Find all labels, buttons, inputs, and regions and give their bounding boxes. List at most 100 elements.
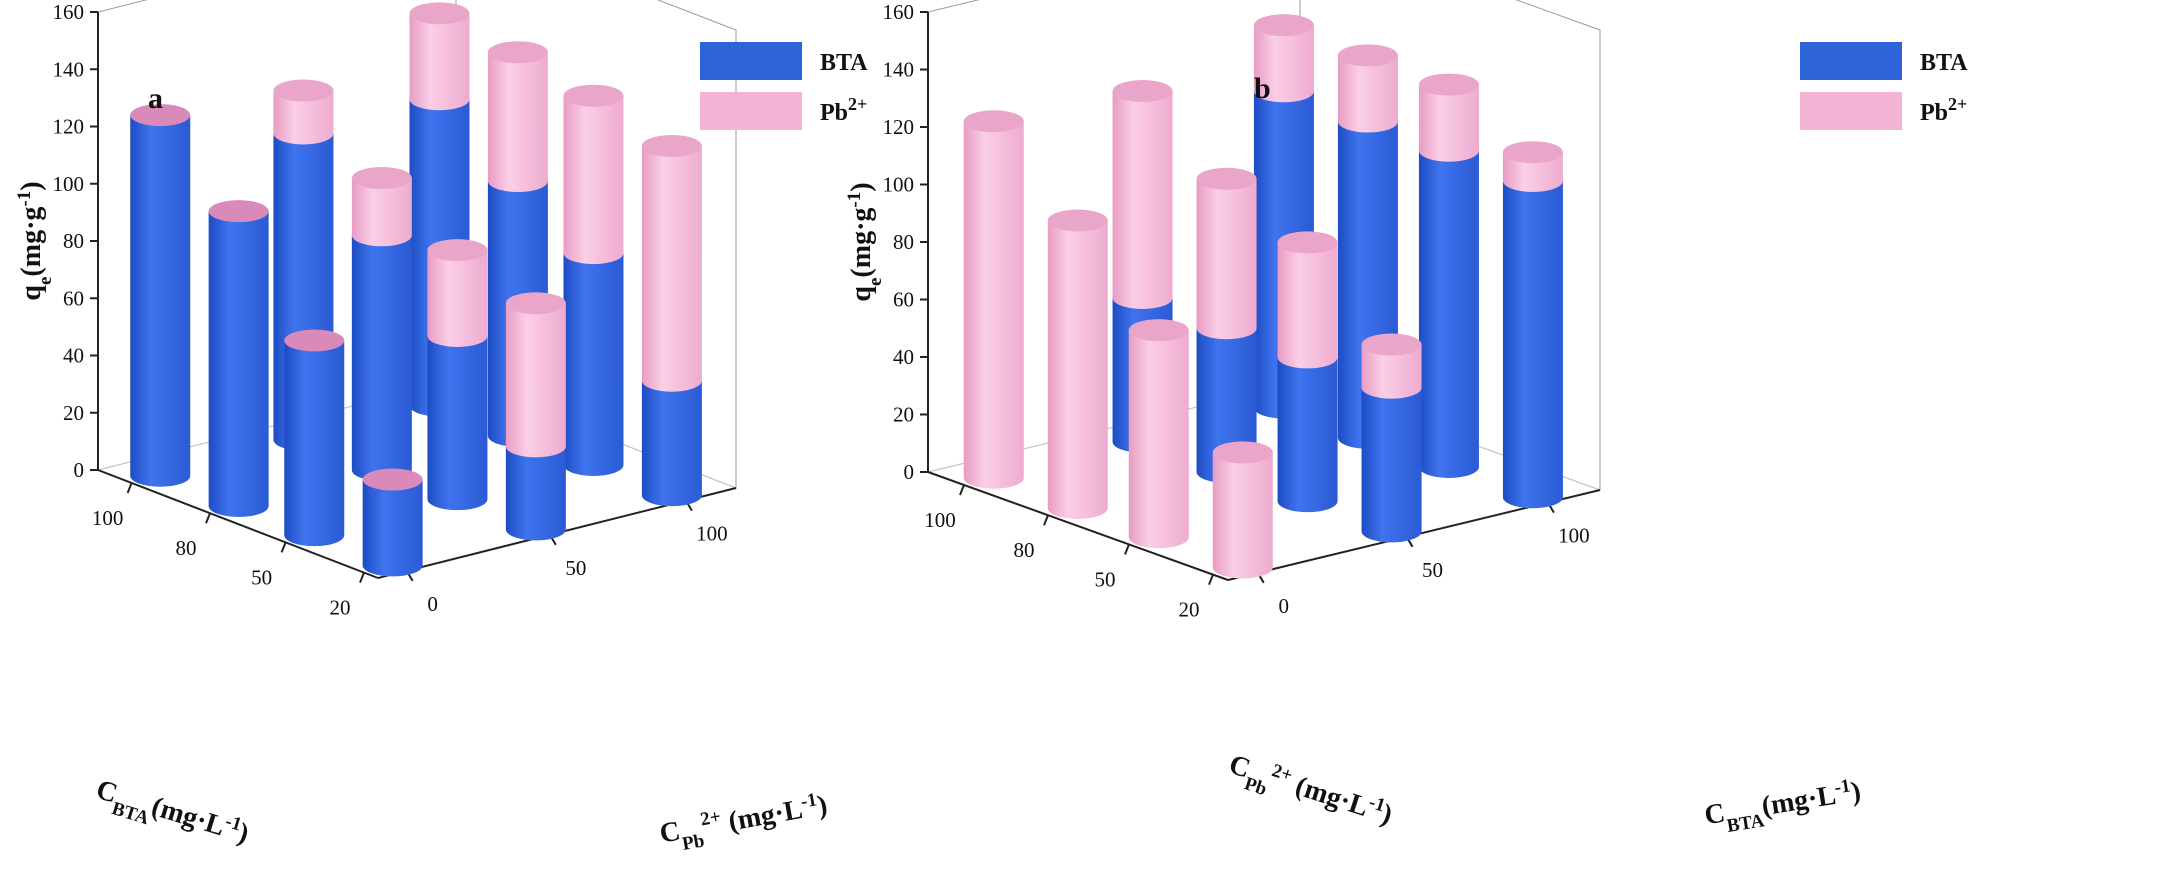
bar-bta-body [427, 335, 488, 511]
legend-label: Pb2+ [1920, 94, 1967, 126]
z-tick-label: 20 [63, 401, 84, 425]
left-tick-label: 80 [176, 536, 197, 560]
bar-bta-top [362, 468, 423, 491]
left-axis-line [97, 469, 379, 579]
left-tick-label: 50 [251, 565, 272, 589]
left-tick-label: 100 [92, 506, 124, 530]
bar-stack [963, 110, 1024, 489]
bar-bta-top [130, 104, 191, 127]
bar-pb-body [563, 95, 624, 265]
bar-stack [1502, 141, 1563, 509]
bar-bta-body [1361, 387, 1422, 543]
z-tick-label: 80 [63, 229, 84, 253]
bar-pb-top [1418, 73, 1479, 96]
z-tick-label: 0 [904, 460, 915, 484]
bar-stack [1128, 319, 1189, 549]
bar-stack [1047, 209, 1108, 519]
bar-pb-top [1128, 319, 1189, 342]
legend-label: BTA [1920, 50, 1968, 76]
z-tick-label: 120 [53, 115, 85, 139]
bar-pb-top [1196, 167, 1257, 190]
bar-bta-top [284, 329, 345, 352]
bar-stack [505, 292, 566, 541]
left-tick-mark [359, 572, 365, 583]
bar-pb-top [1337, 44, 1398, 67]
right-tick-label: 100 [1558, 524, 1590, 548]
bar-bta-body [1418, 150, 1479, 478]
bar-pb-top [351, 167, 412, 190]
legend: BTA Pb2+ [700, 42, 868, 130]
left-axis-line [927, 471, 1229, 581]
bar-pb-body [1253, 25, 1314, 103]
left-tick-label: 80 [1014, 538, 1035, 562]
bar-pb-body [1418, 84, 1479, 162]
left-tick-mark [126, 482, 133, 494]
left-tick-mark [280, 541, 287, 553]
bar-stack [351, 167, 412, 482]
bar-pb-body [1112, 91, 1173, 310]
right-tick-label: 50 [565, 556, 586, 580]
bar-bta-body [362, 479, 423, 577]
bar-stack [362, 468, 423, 577]
bar-pb-body [963, 121, 1024, 489]
z-tick-label: 40 [63, 344, 84, 368]
legend: BTA Pb2+ [1800, 42, 1968, 130]
bar-pb-top [1502, 141, 1563, 164]
bar-pb-body [273, 90, 334, 145]
bar-pb-body [1047, 220, 1108, 519]
bar-pb-body [487, 52, 548, 193]
left-tick-mark [205, 512, 211, 524]
legend-label: BTA [820, 50, 868, 76]
bar-pb-top [963, 110, 1024, 133]
z-tick-label: 80 [893, 230, 914, 254]
bar-pb-top [487, 41, 548, 64]
bar-pb-top [1277, 231, 1338, 254]
bar-pb-body [1361, 344, 1422, 399]
z-tick-label: 160 [53, 0, 85, 24]
bar-pb-body [1337, 55, 1398, 133]
bar-pb-body [409, 13, 470, 111]
bar-bta-top [208, 200, 269, 223]
bar-bta-body [641, 380, 702, 507]
z-axis-label: qe(mg·g-1) [14, 181, 56, 300]
bar-stack [427, 239, 488, 511]
bar-bta-body [351, 235, 412, 482]
left-tick-label: 20 [1179, 598, 1200, 622]
z-tick-label: 0 [74, 458, 85, 482]
bar-bta-body [130, 115, 191, 487]
bar-pb-top [563, 84, 624, 107]
bar-pb-body [351, 178, 412, 247]
bar-stack [208, 200, 269, 517]
z-tick-label: 20 [893, 403, 914, 427]
right-tick-label: 50 [1422, 558, 1443, 582]
left-axis-title: CPb2+ (mg·L-1) [1223, 747, 1397, 839]
right-axis-title: CPb2+ (mg·L-1) [657, 787, 831, 858]
left-axis-title: CBTA(mg·L-1) [90, 772, 253, 858]
z-tick-label: 40 [893, 345, 914, 369]
bar-pb-body [505, 303, 566, 458]
z-tick-label: 140 [53, 57, 85, 81]
chart-panel-b: 0 20 40 60 80 100 120 140 160 qe(mg·g-1) 20 50 80 100… [844, 0, 1968, 839]
z-axis-label: qe(mg·g-1) [844, 182, 886, 301]
left-tick-label: 50 [1095, 567, 1116, 591]
bar-pb-body [1277, 242, 1338, 369]
bar-pb-body [427, 250, 488, 347]
bar-pb-top [1047, 209, 1108, 232]
left-tick-mark [959, 484, 965, 496]
bar-pb-top [505, 292, 566, 315]
bar-bta-body [1277, 357, 1338, 513]
bar-bta-body [563, 253, 624, 476]
legend-label: Pb2+ [820, 94, 867, 126]
bar-stack [563, 84, 624, 476]
legend-swatch [700, 42, 802, 80]
bar-stack [284, 329, 345, 547]
bar-pb-body [1196, 178, 1257, 340]
left-tick-mark [1043, 514, 1049, 526]
bar-pb-top [1112, 80, 1173, 103]
left-tick-mark [1124, 543, 1130, 555]
right-tick-label: 0 [1279, 594, 1290, 618]
bar-bta-body [208, 211, 269, 517]
panel-letter: b [1254, 72, 1271, 105]
z-tick-label: 60 [893, 288, 914, 312]
